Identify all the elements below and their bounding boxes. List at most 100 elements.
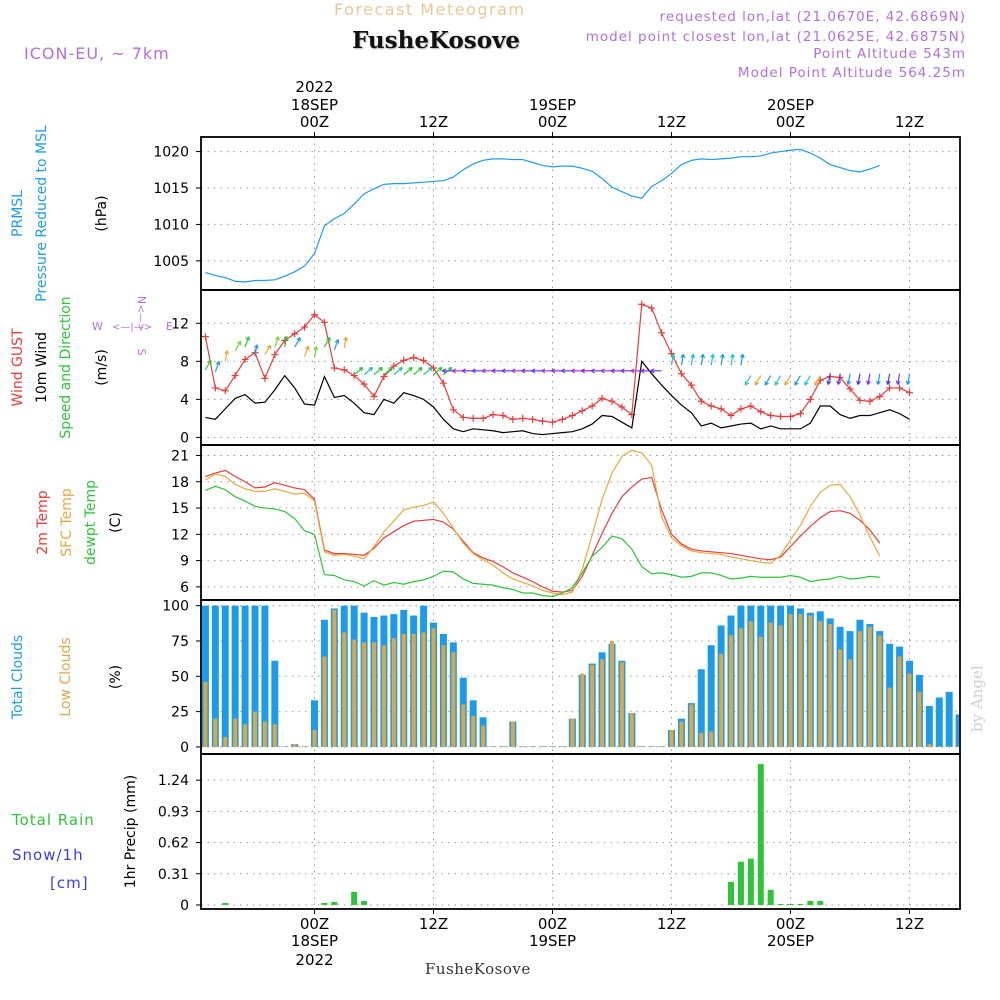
date-label-top: 20SEP bbox=[767, 96, 814, 114]
wind-arrow-head bbox=[408, 366, 413, 372]
y-tick-label: 0 bbox=[180, 740, 189, 756]
gust-point bbox=[439, 379, 447, 387]
wind-arrow-head bbox=[388, 366, 393, 372]
precip-bar bbox=[737, 861, 744, 905]
y-axis-label: Total Clouds bbox=[10, 635, 26, 720]
precip-bar bbox=[757, 764, 764, 905]
gust-point bbox=[767, 412, 775, 420]
gust-point bbox=[806, 395, 814, 403]
wind-arrow-shaft bbox=[847, 373, 851, 385]
y-tick-label: 0.31 bbox=[158, 867, 189, 883]
wind-arrow-head bbox=[590, 368, 595, 374]
wind-arrow-head bbox=[600, 368, 605, 374]
y-axis-label: (hPa) bbox=[94, 195, 110, 231]
gust-point bbox=[350, 372, 358, 380]
wind-arrow-head bbox=[398, 366, 403, 372]
model-point-altitude: Model Point Altitude 564.25m bbox=[737, 65, 966, 81]
low-cloud-bar bbox=[758, 636, 763, 747]
precip-legend-item: Snow/1h bbox=[12, 846, 84, 864]
wind-arrow-head bbox=[427, 366, 433, 372]
compass-east: E bbox=[166, 320, 173, 333]
low-cloud-bar bbox=[282, 746, 287, 747]
low-cloud-bar bbox=[887, 687, 892, 747]
y-axis-label: Low Clouds bbox=[58, 637, 74, 716]
wind-arrow-head bbox=[739, 353, 745, 359]
gust-point bbox=[846, 385, 854, 393]
gust-point bbox=[489, 411, 497, 419]
gust-point bbox=[717, 405, 725, 413]
low-cloud-bar bbox=[312, 729, 317, 747]
date-label-bottom: 19SEP bbox=[529, 932, 576, 950]
panel-clouds: 0 25 50 75 100 Total Clouds Low Clouds (%) bbox=[10, 599, 960, 756]
wind-arrow-shaft bbox=[403, 367, 413, 376]
low-cloud-bar bbox=[223, 737, 228, 747]
low-cloud-bar bbox=[441, 645, 446, 747]
wind-arrow-head bbox=[866, 380, 871, 385]
requested-coords: requested lon,lat (21.0670E, 42.6869N) bbox=[659, 9, 966, 25]
gust-point bbox=[697, 397, 705, 405]
wind-arrow-shaft bbox=[784, 375, 792, 386]
gust-point bbox=[777, 412, 785, 420]
wind-arrow-head bbox=[729, 353, 735, 359]
gust-point bbox=[906, 389, 914, 397]
low-cloud-bar bbox=[451, 652, 456, 747]
series-line bbox=[205, 359, 910, 436]
wind-arrow-shaft bbox=[234, 341, 242, 352]
wind-arrow-shaft bbox=[740, 354, 744, 366]
wind-arrow-head bbox=[680, 353, 686, 359]
wind-arrow-shaft bbox=[323, 337, 331, 348]
wind-arrow-head bbox=[720, 353, 725, 359]
y-axis-label: (m/s) bbox=[94, 349, 110, 386]
wind-arrow-shaft bbox=[333, 339, 339, 351]
precip-bar bbox=[817, 900, 824, 905]
gust-point bbox=[707, 402, 715, 410]
gust-point bbox=[390, 362, 398, 370]
x-tick-label-bottom: 00Z bbox=[538, 915, 567, 933]
wind-arrow-head bbox=[630, 368, 635, 374]
wind-arrow-head bbox=[275, 336, 280, 341]
y-tick-label: 1020 bbox=[153, 145, 189, 161]
wind-arrow-shaft bbox=[264, 344, 271, 355]
gust-point bbox=[479, 414, 487, 422]
gust-point bbox=[201, 333, 209, 341]
low-cloud-bar bbox=[332, 609, 337, 747]
x-tick-label-bottom: 00Z bbox=[776, 915, 805, 933]
low-cloud-bar bbox=[748, 621, 753, 747]
low-cloud-bar bbox=[867, 626, 872, 747]
precip-legend-item: [cm] bbox=[50, 874, 89, 892]
y-axis-label: Pressure Reduced to MSL bbox=[34, 125, 50, 302]
wind-arrow-shaft bbox=[814, 375, 821, 386]
wind-arrow-shaft bbox=[690, 354, 694, 366]
low-cloud-bar bbox=[659, 746, 664, 747]
wind-arrow-shaft bbox=[730, 354, 734, 366]
footer-location: FusheKosove bbox=[425, 960, 531, 978]
wind-arrow-shaft bbox=[877, 373, 881, 385]
wind-arrow-shaft bbox=[720, 354, 724, 366]
low-cloud-bar bbox=[481, 725, 486, 747]
gust-point bbox=[400, 356, 408, 364]
low-cloud-bar bbox=[213, 718, 218, 747]
wind-arrow-head bbox=[501, 368, 506, 374]
wind-arrow-head bbox=[650, 368, 655, 374]
low-cloud-bar bbox=[778, 625, 783, 747]
y-axis-label: Speed and Direction bbox=[58, 296, 74, 438]
wind-arrow-head bbox=[836, 380, 842, 385]
wind-arrow-head bbox=[215, 360, 221, 366]
gust-point bbox=[330, 364, 338, 372]
y-tick-label: 18 bbox=[171, 475, 189, 491]
gust-point bbox=[598, 394, 606, 402]
y-axis-label: 2m Temp bbox=[35, 490, 51, 554]
wind-arrow-head bbox=[531, 368, 536, 374]
gust-point bbox=[856, 396, 864, 404]
panel-pressure: 1005 1010 1015 1020 PRMSL Pressure Reduced to… bbox=[10, 125, 960, 302]
precip-bar bbox=[331, 901, 338, 905]
total-cloud-bar bbox=[697, 669, 705, 747]
low-cloud-bar bbox=[857, 631, 862, 747]
series-line bbox=[205, 485, 880, 598]
wind-arrow-head bbox=[570, 368, 576, 374]
gust-point bbox=[291, 330, 299, 338]
low-cloud-bar bbox=[203, 681, 208, 747]
y-tick-label: 15 bbox=[171, 501, 189, 517]
low-cloud-bar bbox=[957, 746, 959, 747]
wind-arrow-shaft bbox=[764, 375, 772, 386]
